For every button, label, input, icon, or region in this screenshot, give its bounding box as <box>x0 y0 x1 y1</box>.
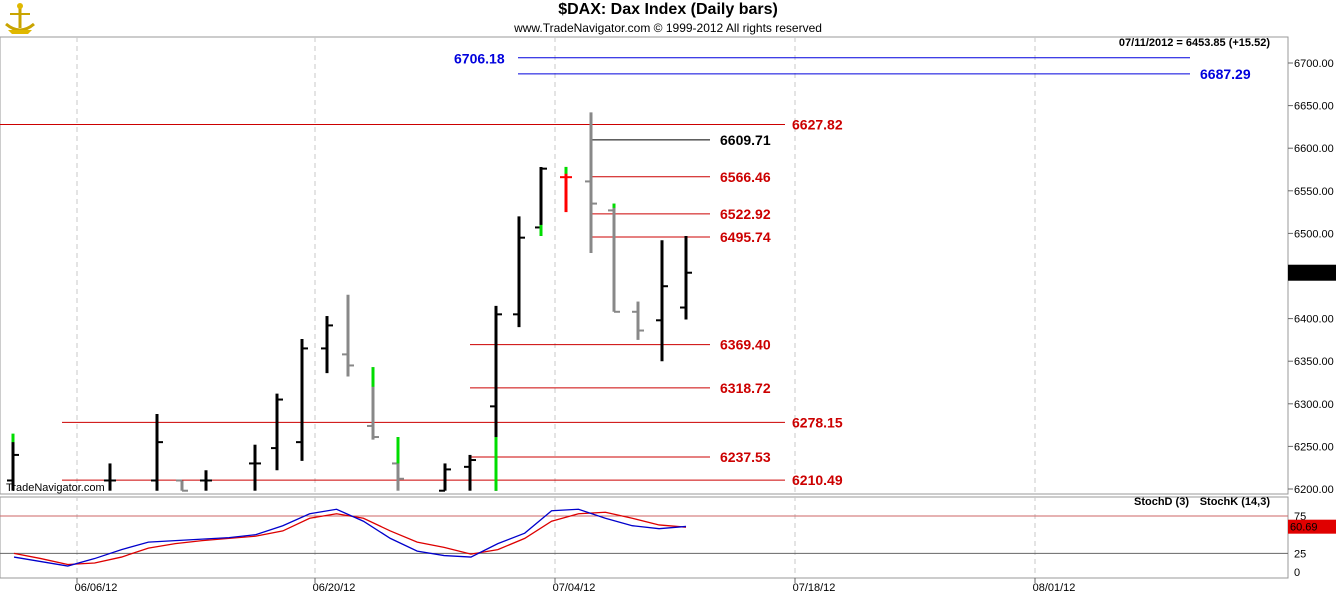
y-tick-label: 6600.00 <box>1294 143 1334 155</box>
level-label: 6627.82 <box>792 116 843 132</box>
ohlc-bar <box>321 316 333 374</box>
x-tick-label: 06/20/12 <box>313 582 356 594</box>
stoch-series-line <box>13 508 687 567</box>
level-label: 6210.49 <box>792 472 843 488</box>
ohlc-bar <box>7 437 19 491</box>
level-label: 6318.72 <box>720 380 771 396</box>
level-label: 6495.74 <box>720 229 771 245</box>
ohlc-bar <box>585 112 597 253</box>
level-label: 6278.15 <box>792 414 843 430</box>
level-label: 6522.92 <box>720 206 771 222</box>
ohlc-bar <box>608 203 620 313</box>
stoch-last-marker: 60.69 <box>1290 522 1318 534</box>
ohlc-bar <box>296 339 308 461</box>
ohlc-bar <box>249 444 261 491</box>
legend-stochk: StochK (14,3) <box>1200 496 1271 508</box>
x-tick-label: 07/18/12 <box>793 582 836 594</box>
level-label: 6706.18 <box>454 51 505 67</box>
x-tick-label: 08/01/12 <box>1033 582 1076 594</box>
watermark: TradeNavigator.com <box>6 482 105 494</box>
y-tick-label: 6700.00 <box>1294 58 1334 70</box>
ohlc-bar <box>560 166 572 213</box>
y-tick-label: 6400.00 <box>1294 314 1334 326</box>
trade-navigator-logo-icon <box>5 3 35 34</box>
level-label: 6369.40 <box>720 337 771 353</box>
ohlc-bar <box>439 463 451 492</box>
x-tick-label: 06/06/12 <box>75 582 118 594</box>
chart-subtitle: www.TradeNavigator.com © 1999-2012 All r… <box>514 21 822 35</box>
ohlc-bar <box>680 235 692 320</box>
y-tick-label: 6300.00 <box>1294 399 1334 411</box>
last-price-marker: 6453.85 <box>1290 268 1330 280</box>
level-label: 6566.46 <box>720 169 771 185</box>
ohlc-bar <box>151 414 163 491</box>
stoch-last-marker-box <box>1288 519 1336 534</box>
y-tick-label: 6250.00 <box>1294 441 1334 453</box>
y-tick-label: 6350.00 <box>1294 356 1334 368</box>
ohlc-bar <box>632 301 644 340</box>
y-tick-label: 6500.00 <box>1294 228 1334 240</box>
level-label: 6609.71 <box>720 132 771 148</box>
y-tick-label: 6550.00 <box>1294 186 1334 198</box>
chart-title: $DAX: Dax Index (Daily bars) <box>558 1 778 18</box>
legend-stochd: StochD (3) <box>1134 496 1189 508</box>
ohlc-bar <box>176 479 188 492</box>
level-label: 6237.53 <box>720 449 771 465</box>
ohlc-bar <box>271 393 283 471</box>
last-price-marker-box <box>1288 264 1336 281</box>
x-tick-label: 07/04/12 <box>553 582 596 594</box>
ohlc-bar <box>464 454 476 491</box>
ohlc-bar <box>104 463 116 491</box>
ohlc-bar <box>513 216 525 328</box>
last-value-label: 07/11/2012 = 6453.85 (+15.52) <box>1119 37 1270 49</box>
stoch-y-tick-label: 25 <box>1294 548 1306 560</box>
ohlc-bar <box>200 470 212 491</box>
stochastic-panel <box>0 496 1289 579</box>
price-panel <box>0 36 1289 495</box>
ohlc-bar <box>342 294 354 377</box>
level-label: 6687.29 <box>1200 66 1251 82</box>
y-tick-label: 6650.00 <box>1294 101 1334 113</box>
stoch-series-line <box>13 511 687 566</box>
ohlc-bar <box>656 240 668 362</box>
y-tick-label: 6200.00 <box>1294 484 1334 496</box>
stoch-y-tick-label: 0 <box>1294 567 1300 579</box>
